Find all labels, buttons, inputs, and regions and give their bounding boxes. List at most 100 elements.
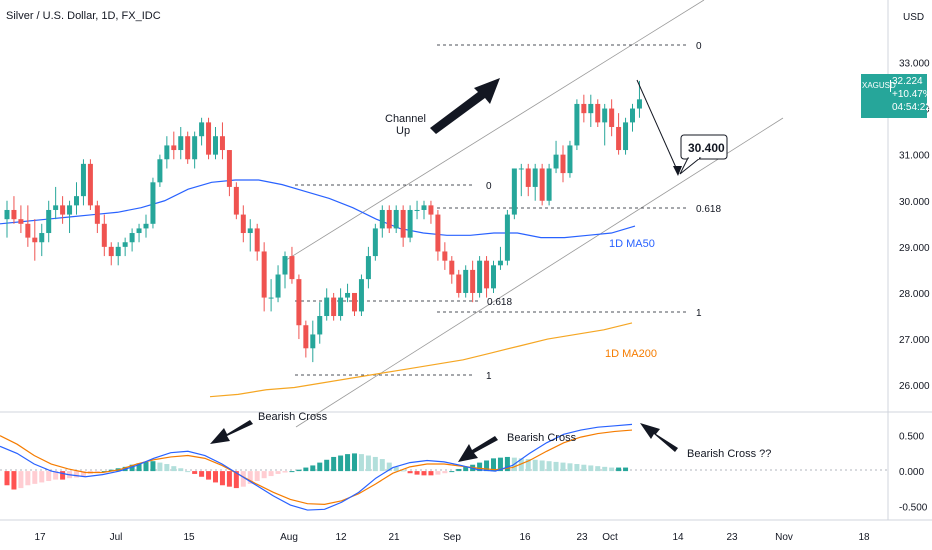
candle-body — [435, 214, 441, 252]
macd-bar — [324, 459, 330, 472]
macd-bar — [150, 461, 156, 472]
channel-upper-line[interactable] — [282, 0, 705, 263]
candle-body — [303, 325, 309, 349]
macd-bar — [372, 456, 378, 472]
ma200-label: 1D MA200 — [605, 348, 657, 360]
fib-a-0618-label: 0.618 — [487, 297, 512, 308]
macd-tick-label: 0.000 — [899, 467, 924, 478]
price-tick-label: 27.000 — [899, 335, 930, 346]
macd-bar — [74, 471, 79, 478]
macd-bar — [421, 471, 427, 476]
macd-bar — [400, 470, 406, 472]
candle-body — [358, 279, 364, 312]
macd-bar — [129, 464, 135, 472]
macd-bar — [206, 471, 212, 480]
macd-bar — [588, 465, 594, 472]
macd-bar — [282, 471, 288, 473]
candles[interactable] — [4, 80, 642, 363]
macd-bar — [143, 461, 149, 472]
macd-bar — [275, 471, 281, 474]
candle-body — [372, 228, 378, 257]
candle-body — [129, 233, 135, 243]
macd-bar — [602, 466, 608, 472]
candle-body — [636, 99, 642, 109]
time-tick-label: 23 — [576, 532, 588, 543]
time-axis[interactable]: 17 Jul 15 Aug 12 21 Sep 16 23 Oct 14 23 Nov 18 — [34, 532, 870, 543]
candle-body — [94, 205, 100, 224]
price-tick-label: 28.000 — [899, 289, 930, 300]
candle-body — [53, 205, 59, 210]
candle-body — [539, 168, 545, 201]
macd-tick-label: 0.500 — [899, 432, 924, 443]
macd-bar — [199, 471, 205, 477]
current-countdown: 04:54:22 — [892, 102, 931, 113]
candle-body — [185, 136, 191, 160]
time-tick-label: Aug — [280, 532, 298, 543]
macd-bar — [178, 468, 184, 472]
candle-body — [18, 219, 24, 224]
candle-body — [178, 136, 184, 151]
candle-body — [268, 297, 274, 299]
channel-up-label-2: Up — [396, 125, 410, 137]
time-tick-label: 17 — [34, 532, 46, 543]
macd-histogram — [4, 453, 629, 490]
candle-body — [331, 297, 337, 317]
price-tick-label: 26.000 — [899, 381, 930, 392]
bearish-cross-label-1: Bearish Cross — [258, 411, 328, 423]
projection-line[interactable] — [636, 79, 679, 173]
macd-bar — [616, 467, 622, 472]
time-tick-label: 16 — [519, 532, 531, 543]
bearish-cross-arrow-3[interactable] — [640, 423, 678, 452]
macd-bar — [303, 467, 309, 472]
macd-bar — [623, 467, 629, 472]
macd-bar — [317, 462, 323, 472]
candle-body — [449, 260, 455, 275]
candle-body — [247, 228, 253, 234]
macd-bar — [289, 471, 295, 473]
macd-bar — [18, 471, 24, 489]
current-price-tag[interactable]: XAGUSD 32.224 +10.47% 04:54:22 — [861, 74, 932, 118]
macd-bar — [567, 463, 573, 472]
candle-body — [164, 145, 170, 160]
projection-arrowhead — [673, 166, 682, 176]
candle-body — [32, 237, 38, 243]
candle-body — [623, 122, 629, 151]
candle-body — [497, 260, 503, 266]
bearish-cross-arrow-1[interactable] — [210, 420, 253, 444]
current-change: +10.47% — [892, 89, 932, 100]
macd-bar — [546, 461, 552, 472]
macd-bar — [192, 471, 198, 474]
macd-axis[interactable]: 0.500 0.000 -0.500 — [899, 432, 928, 514]
macd-bar — [428, 471, 434, 476]
macd-bar — [226, 471, 232, 487]
candle-body — [289, 256, 295, 280]
fib-a-0-label: 0 — [486, 181, 492, 192]
candle-body — [317, 316, 323, 335]
current-ticker: XAGUSD — [861, 80, 896, 92]
fib-b-0-label: 0 — [696, 41, 702, 52]
candle-body — [74, 196, 79, 206]
channel-up-arrow[interactable] — [430, 78, 500, 134]
candle-body — [213, 136, 218, 155]
currency-label[interactable]: USD — [903, 12, 924, 23]
time-tick-label: Sep — [443, 532, 461, 543]
macd-bar — [157, 462, 163, 472]
macd-bar — [407, 471, 413, 474]
candle-body — [400, 209, 406, 238]
macd-bar — [80, 471, 86, 477]
macd-bar — [609, 467, 615, 472]
current-price: 32.224 — [892, 76, 923, 87]
bearish-cross-arrow-2[interactable] — [458, 436, 498, 462]
macd-bar — [101, 471, 107, 473]
channel-lower-line[interactable] — [295, 117, 784, 428]
macd-bar — [46, 471, 52, 482]
chart-title: Silver / U.S. Dollar, 1D, FX_IDC — [6, 10, 161, 22]
macd-bar — [497, 457, 503, 472]
candle-body — [428, 205, 434, 215]
target-box[interactable] — [680, 134, 728, 160]
channel-up-label-1: Channel — [385, 113, 426, 125]
candle-body — [560, 154, 566, 174]
candle-body — [136, 228, 142, 234]
candle-body — [338, 297, 344, 317]
